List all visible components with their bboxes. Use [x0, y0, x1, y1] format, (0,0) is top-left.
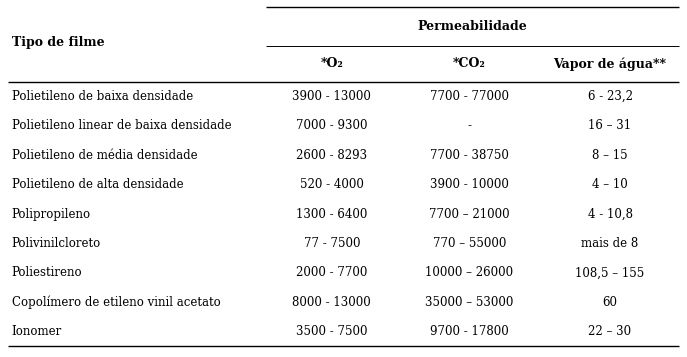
- Text: 9700 - 17800: 9700 - 17800: [430, 325, 508, 338]
- Text: 22 – 30: 22 – 30: [589, 325, 631, 338]
- Text: Poliestireno: Poliestireno: [12, 266, 82, 279]
- Text: 60: 60: [602, 296, 618, 309]
- Text: 4 – 10: 4 – 10: [592, 178, 628, 191]
- Text: 7000 - 9300: 7000 - 9300: [296, 119, 368, 132]
- Text: 6 - 23,2: 6 - 23,2: [587, 90, 633, 103]
- Text: 77 - 7500: 77 - 7500: [304, 237, 360, 250]
- Text: -: -: [467, 119, 471, 132]
- Text: 520 - 4000: 520 - 4000: [300, 178, 363, 191]
- Text: Polietileno de média densidade: Polietileno de média densidade: [12, 149, 197, 162]
- Text: Polietileno linear de baixa densidade: Polietileno linear de baixa densidade: [12, 119, 232, 132]
- Text: *CO₂: *CO₂: [453, 57, 486, 70]
- Text: Polietileno de baixa densidade: Polietileno de baixa densidade: [12, 90, 193, 103]
- Text: 4 - 10,8: 4 - 10,8: [587, 207, 633, 221]
- Text: 3900 - 13000: 3900 - 13000: [293, 90, 371, 103]
- Text: Polipropileno: Polipropileno: [12, 207, 91, 221]
- Text: 8 – 15: 8 – 15: [592, 149, 628, 162]
- Text: 770 – 55000: 770 – 55000: [433, 237, 506, 250]
- Text: 8000 - 13000: 8000 - 13000: [293, 296, 371, 309]
- Text: Copolímero de etileno vinil acetato: Copolímero de etileno vinil acetato: [12, 296, 221, 309]
- Text: 7700 - 38750: 7700 - 38750: [430, 149, 508, 162]
- Text: 16 – 31: 16 – 31: [589, 119, 631, 132]
- Text: Tipo de filme: Tipo de filme: [12, 36, 104, 49]
- Text: Polietileno de alta densidade: Polietileno de alta densidade: [12, 178, 183, 191]
- Text: 7700 - 77000: 7700 - 77000: [430, 90, 508, 103]
- Text: Polivinilcloreto: Polivinilcloreto: [12, 237, 101, 250]
- Text: 2000 - 7700: 2000 - 7700: [296, 266, 368, 279]
- Text: 7700 – 21000: 7700 – 21000: [429, 207, 510, 221]
- Text: 35000 – 53000: 35000 – 53000: [425, 296, 513, 309]
- Text: 1300 - 6400: 1300 - 6400: [296, 207, 368, 221]
- Text: 108,5 – 155: 108,5 – 155: [576, 266, 644, 279]
- Text: mais de 8: mais de 8: [581, 237, 639, 250]
- Text: 3500 - 7500: 3500 - 7500: [296, 325, 368, 338]
- Text: 2600 - 8293: 2600 - 8293: [296, 149, 368, 162]
- Text: 10000 – 26000: 10000 – 26000: [425, 266, 513, 279]
- Text: Ionomer: Ionomer: [12, 325, 62, 338]
- Text: 3900 - 10000: 3900 - 10000: [430, 178, 508, 191]
- Text: Vapor de água**: Vapor de água**: [554, 57, 666, 71]
- Text: *O₂: *O₂: [320, 57, 344, 70]
- Text: Permeabilidade: Permeabilidade: [418, 20, 528, 33]
